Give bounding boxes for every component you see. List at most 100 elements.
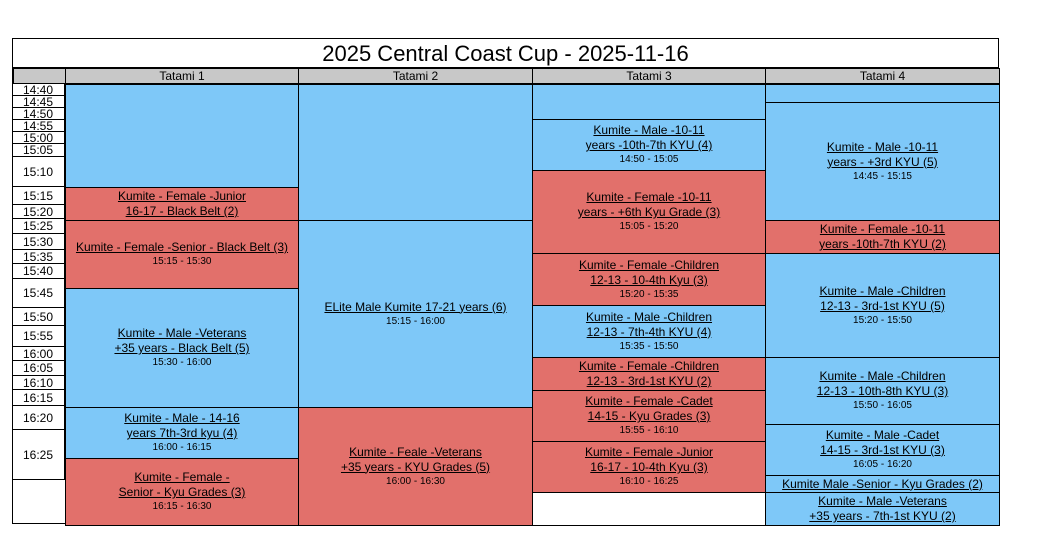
event-block[interactable]: Kumite - Female -Children 12-13 - 10-4th …	[532, 253, 766, 306]
event-block[interactable]: ELite Male Kumite 17-21 years (6) 15:15 -…	[298, 220, 533, 408]
time-slot-label: 16:20	[13, 406, 65, 430]
event-block[interactable]: Kumite - Male -Cadet 14-15 - 3rd-1st KYU …	[765, 424, 1000, 476]
empty-slot	[532, 492, 766, 526]
event-title-line[interactable]: Kumite - Female -Children	[578, 359, 720, 373]
event-time-range: 15:05 - 15:20	[619, 221, 679, 232]
event-time-range: 16:05 - 16:20	[853, 459, 912, 470]
event-block[interactable]: Kumite - Female -Junior 16-17 - Black Bel…	[65, 187, 299, 221]
event-time-range: 15:20 - 15:35	[619, 288, 679, 300]
event-title-line[interactable]: Kumite - Female -	[134, 470, 230, 484]
time-slot-label: 16:00	[13, 347, 65, 361]
event-title-line[interactable]: Kumite - Male -Children	[819, 283, 946, 298]
event-time-range: 16:10 - 16:25	[619, 476, 679, 487]
event-block[interactable]: Kumite Male -Senior - Kyu Grades (2)	[765, 475, 1000, 493]
time-slot-label: 16:10	[13, 376, 65, 390]
event-time-range: 15:50 - 16:05	[853, 400, 912, 411]
page-title: 2025 Central Coast Cup - 2025-11-16	[13, 39, 998, 68]
event-time-range: 15:30 - 16:00	[152, 357, 212, 368]
event-title-line[interactable]: 16-17 - 10-4th Kyu (3)	[590, 460, 708, 474]
event-time-range: 15:20 - 15:50	[853, 314, 912, 326]
event-block[interactable]: Kumite - Male - 14-16 years 7th-3rd kyu (…	[65, 407, 299, 459]
event-title-line[interactable]: Kumite - Female -10-11	[586, 190, 712, 204]
event-block[interactable]: Kumite - Male -10-11 years - +3rd KYU (5)…	[765, 102, 1000, 221]
event-title-line[interactable]: Kumite - Female -Junior	[584, 445, 714, 459]
event-block[interactable]: Kumite - Male -Veterans +35 years - Black…	[65, 288, 299, 408]
time-slot-label: 15:40	[13, 264, 65, 279]
time-slot-label: 15:00	[13, 131, 65, 145]
event-title-line[interactable]: 14-15 - 3rd-1st KYU (3)	[820, 443, 945, 457]
time-slot-label: 15:55	[13, 326, 65, 347]
empty-slot	[765, 84, 1000, 103]
event-time-range: 14:50 - 15:05	[619, 154, 679, 165]
time-slot-label: 14:50	[13, 107, 65, 121]
event-block[interactable]: Kumite - Male -Children 12-13 - 7th-4th K…	[532, 305, 766, 358]
time-slot-label: 15:35	[13, 250, 65, 264]
empty-slot	[532, 84, 766, 120]
schedule-sheet: 2025 Central Coast Cup - 2025-11-16 Tata…	[12, 38, 1000, 526]
event-block[interactable]: Kumite - Female -Junior 16-17 - 10-4th Ky…	[532, 441, 766, 493]
event-title-line[interactable]: Kumite - Female -Children	[578, 257, 720, 272]
event-title-line[interactable]: Kumite - Male -10-11	[593, 123, 705, 137]
event-title-line[interactable]: 12-13 - 7th-4th KYU (4)	[586, 324, 712, 339]
event-block[interactable]: Kumite - Male -Children 12-13 - 10th-8th …	[765, 357, 1000, 425]
event-title-line[interactable]: Kumite - Male -10-11	[826, 139, 939, 154]
event-title-line[interactable]: Kumite - Male -Children	[585, 309, 713, 324]
time-slot-label: 15:50	[13, 308, 65, 326]
event-title-line[interactable]: Senior - Kyu Grades (3)	[118, 485, 246, 499]
tatami-header-1: Tatami 1	[65, 68, 299, 84]
event-title-line[interactable]: years - +6th Kyu Grade (3)	[577, 205, 721, 219]
event-block[interactable]: Kumite - Male -10-11 years -10th-7th KYU …	[532, 119, 766, 171]
time-slot-label: 15:25	[13, 219, 65, 234]
time-slot-label: 16:25	[13, 430, 65, 480]
header-corner	[13, 68, 66, 84]
event-block[interactable]: Kumite - Female -10-11 years - +6th Kyu G…	[532, 170, 766, 254]
event-time-range: 16:15 - 16:30	[152, 501, 212, 512]
event-title-line[interactable]: Kumite - Male - 14-16	[124, 411, 240, 425]
event-title-line[interactable]: years -10th-7th KYU (4)	[585, 138, 713, 152]
event-title-line[interactable]: +35 years - 7th-1st KYU (2)	[809, 509, 956, 523]
event-title-line[interactable]: +35 years - KYU Grades (5)	[340, 459, 491, 474]
event-title-line[interactable]: Kumite - Male -Children	[819, 369, 946, 383]
time-slot-label: 14:40	[13, 83, 65, 97]
event-block[interactable]: Kumite - Female -10-11 years -10th-7th KY…	[765, 220, 1000, 254]
event-block[interactable]: Kumite - Female - Senior - Kyu Grades (3)…	[65, 458, 299, 526]
event-title-line[interactable]: years -10th-7th KYU (2)	[819, 237, 946, 251]
event-title-line[interactable]: 16-17 - Black Belt (2)	[125, 204, 239, 218]
event-block[interactable]: Kumite - Male -Children 12-13 - 3rd-1st K…	[765, 253, 1000, 358]
time-slot-label: 15:10	[13, 157, 65, 187]
event-block[interactable]: Kumite - Female -Cadet 14-15 - Kyu Grades…	[532, 390, 766, 442]
tatami-header-2: Tatami 2	[298, 68, 533, 84]
event-title-line[interactable]: 12-13 - 3rd-1st KYU (5)	[820, 298, 945, 313]
event-title-line[interactable]: 12-13 - 10th-8th KYU (3)	[816, 384, 949, 398]
event-time-range: 16:00 - 16:30	[386, 475, 445, 487]
event-title-line[interactable]: Kumite - Feale -Veterans	[349, 444, 482, 459]
event-block[interactable]: Kumite - Male -Veterans +35 years - 7th-1…	[765, 492, 1000, 526]
time-slot-label: 16:05	[13, 361, 65, 376]
event-title-line[interactable]: Kumite - Female -10-11	[819, 222, 946, 236]
time-slot-label: 14:55	[13, 119, 65, 133]
event-title-line[interactable]: Kumite - Male -Veterans	[117, 326, 247, 340]
event-title-line[interactable]: Kumite - Male -Cadet	[825, 428, 940, 442]
event-title-line[interactable]: 12-13 - 3rd-1st KYU (2)	[586, 374, 712, 388]
time-slot-label: 15:20	[13, 205, 65, 219]
event-time-range: 15:15 - 16:00	[386, 315, 445, 327]
event-title-line[interactable]: Kumite - Female -Junior	[117, 189, 247, 203]
event-title-line[interactable]: Kumite - Female -Cadet	[585, 394, 713, 408]
event-title-line[interactable]: years - +3rd KYU (5)	[827, 154, 938, 169]
event-title-line[interactable]: ELite Male Kumite 17-21 years (6)	[324, 299, 507, 314]
time-slot-label: 15:15	[13, 187, 65, 205]
event-title-line[interactable]: 12-13 - 10-4th Kyu (3)	[590, 272, 708, 287]
event-title-line[interactable]: years 7th-3rd kyu (4)	[126, 426, 238, 440]
time-slot-label: 15:45	[13, 279, 65, 308]
tatami-header-4: Tatami 4	[765, 68, 1000, 84]
event-title-line[interactable]: 14-15 - Kyu Grades (3)	[587, 409, 711, 423]
event-title-line[interactable]: Kumite - Male -Veterans	[818, 494, 947, 508]
event-block[interactable]: Kumite - Feale -Veterans +35 years - KYU …	[298, 407, 533, 526]
time-slot-label: 15:05	[13, 143, 65, 157]
event-title-line[interactable]: Kumite Male -Senior - Kyu Grades (2)	[782, 476, 983, 491]
event-title-line[interactable]: +35 years - Black Belt (5)	[114, 341, 250, 355]
event-title-line[interactable]: Kumite - Female -Senior - Black Belt (3)	[75, 240, 289, 254]
event-block[interactable]: Kumite - Female -Senior - Black Belt (3)…	[65, 220, 299, 289]
event-time-range: 15:35 - 15:50	[619, 340, 679, 352]
event-block[interactable]: Kumite - Female -Children 12-13 - 3rd-1st…	[532, 357, 766, 391]
